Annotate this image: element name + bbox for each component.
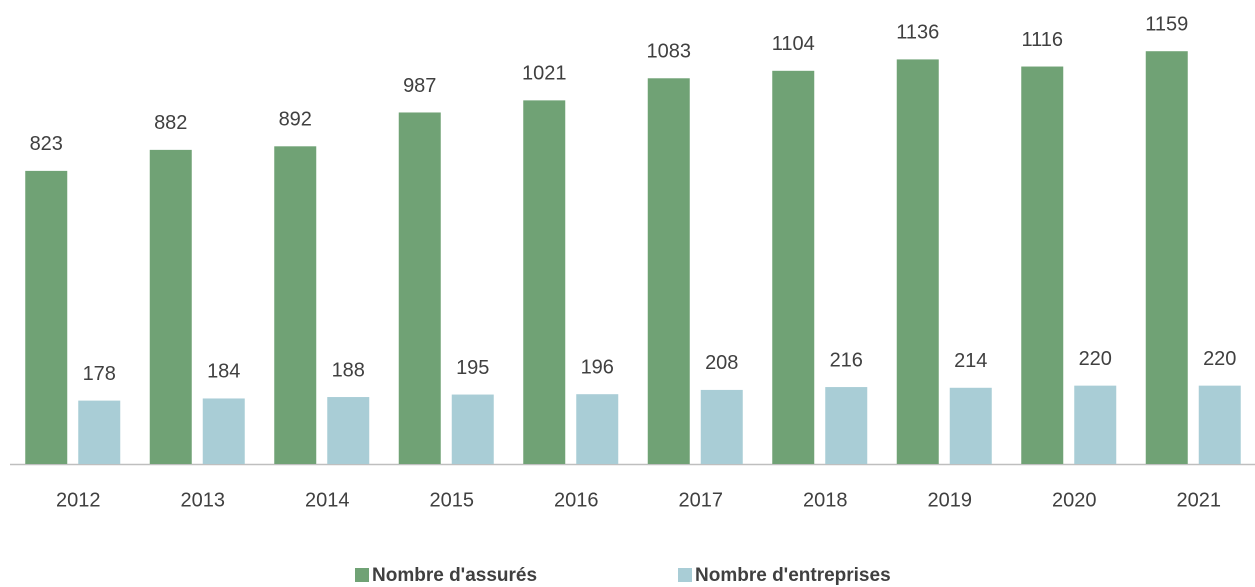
data-label: 987 xyxy=(403,75,436,97)
x-tick-label: 2020 xyxy=(1052,489,1097,511)
data-label: 196 xyxy=(581,356,614,378)
bar xyxy=(327,397,370,464)
bar xyxy=(1074,385,1117,464)
legend-label: Nombre d'entreprises xyxy=(695,565,891,586)
bar xyxy=(949,387,992,464)
bar xyxy=(825,387,868,464)
x-tick-label: 2019 xyxy=(928,489,973,511)
data-label: 1116 xyxy=(1021,29,1063,51)
legend-swatch xyxy=(678,568,692,582)
bar xyxy=(1021,66,1064,464)
x-tick-label: 2014 xyxy=(305,489,350,511)
bar xyxy=(896,59,939,464)
bar xyxy=(78,400,121,464)
data-label: 216 xyxy=(830,349,863,371)
data-label: 1021 xyxy=(522,63,567,85)
bar xyxy=(451,394,494,464)
data-label: 1083 xyxy=(647,41,692,63)
data-label: 214 xyxy=(954,350,987,372)
data-label: 1104 xyxy=(772,33,815,55)
x-tick-label: 2016 xyxy=(554,489,599,511)
bar xyxy=(576,394,619,464)
bar xyxy=(523,100,566,465)
legend-label: Nombre d'assurés xyxy=(372,565,537,586)
data-label: 220 xyxy=(1079,348,1112,370)
data-label: 208 xyxy=(705,352,738,374)
bar xyxy=(149,149,192,464)
bar xyxy=(398,112,441,465)
bar xyxy=(25,170,68,465)
data-label: 188 xyxy=(332,359,365,381)
data-label: 195 xyxy=(456,357,489,379)
x-tick-label: 2017 xyxy=(679,489,724,511)
bar xyxy=(647,78,690,464)
x-tick-label: 2012 xyxy=(56,489,101,511)
data-label: 1136 xyxy=(896,22,939,44)
data-label: 892 xyxy=(279,109,312,131)
x-tick-label: 2018 xyxy=(803,489,848,511)
data-label: 220 xyxy=(1203,348,1236,370)
bar xyxy=(700,389,743,464)
data-label: 178 xyxy=(83,363,116,385)
bar xyxy=(202,398,245,464)
data-label: 882 xyxy=(154,112,187,134)
data-label: 1159 xyxy=(1145,13,1188,35)
x-tick-label: 2013 xyxy=(181,489,226,511)
data-label: 823 xyxy=(30,133,63,155)
bar xyxy=(274,146,317,464)
data-label: 184 xyxy=(207,361,240,383)
bar xyxy=(1145,51,1188,465)
bar xyxy=(1198,385,1241,464)
legend-swatch xyxy=(355,568,369,582)
x-tick-label: 2021 xyxy=(1177,489,1222,511)
x-tick-label: 2015 xyxy=(430,489,475,511)
bar xyxy=(772,70,815,464)
